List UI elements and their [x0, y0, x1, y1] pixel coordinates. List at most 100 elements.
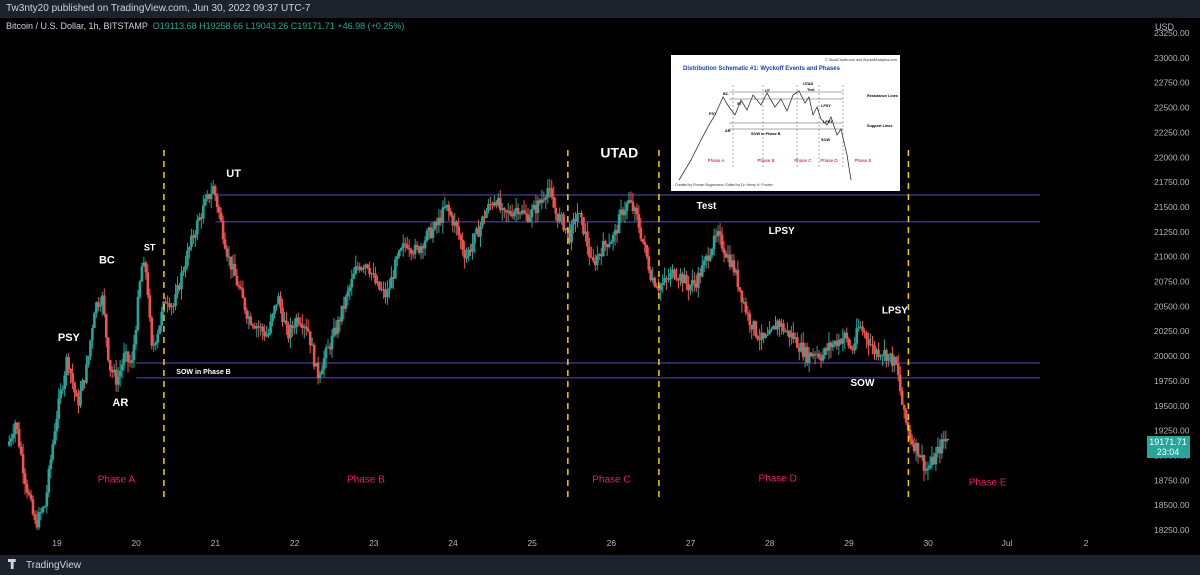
candle-body: [431, 228, 435, 239]
candle-body: [421, 246, 425, 249]
candle-body: [633, 207, 637, 212]
candle-body: [409, 249, 413, 254]
candle-body: [926, 468, 930, 470]
candle-body: [754, 321, 757, 336]
candle-body: [19, 446, 23, 455]
candle-body: [69, 369, 72, 374]
candle-body: [653, 277, 657, 287]
candle-body: [332, 327, 336, 336]
candle-body: [687, 283, 690, 291]
candle-body: [693, 280, 696, 283]
candle-body: [360, 267, 363, 271]
candle-body: [694, 282, 698, 288]
y-tick-label: 21250.00: [1154, 227, 1190, 237]
candle-body: [883, 349, 886, 356]
candle-body: [770, 329, 773, 331]
candle-body: [283, 320, 286, 323]
candle-body: [178, 285, 181, 290]
candle-body: [380, 289, 383, 291]
candle-body: [483, 216, 486, 218]
candle-body: [908, 429, 912, 440]
candle-body: [477, 228, 480, 237]
candle-body: [378, 281, 381, 290]
candle-body: [487, 204, 490, 211]
candle-body: [449, 211, 453, 216]
candle-body: [542, 199, 546, 201]
candle-body: [441, 207, 445, 223]
candle-body: [625, 203, 629, 211]
candle-body: [764, 334, 767, 338]
candle-body: [700, 265, 704, 277]
candle-body: [324, 347, 328, 359]
event-label: SOW: [851, 378, 875, 389]
candle-body: [479, 225, 482, 237]
candle-body: [643, 241, 647, 246]
candle-body: [797, 347, 801, 352]
candle-body: [536, 200, 540, 214]
candle-body: [41, 507, 45, 513]
tradingview-logo[interactable]: TradingView: [8, 559, 81, 571]
candle-body: [873, 344, 876, 355]
candle-body: [734, 269, 738, 273]
event-label: BC: [99, 255, 115, 267]
candle-body: [182, 270, 185, 273]
candle-body: [522, 210, 526, 214]
candle-body: [855, 328, 858, 344]
candle-body: [417, 246, 421, 253]
candle-body: [738, 287, 742, 291]
candle-body: [199, 217, 203, 219]
candle-body: [607, 243, 611, 248]
candle-body: [201, 205, 205, 219]
candle-body: [528, 217, 532, 222]
candle-body: [724, 253, 728, 258]
y-tick-label: 18750.00: [1154, 475, 1190, 485]
inset-event-label: BC: [723, 92, 729, 96]
candle-body: [473, 233, 476, 244]
price-axis[interactable]: 18250.0018500.0018750.0019000.0019250.00…: [1154, 28, 1190, 535]
candle-body: [766, 334, 769, 336]
candle-body: [681, 273, 684, 284]
candle-body: [231, 263, 235, 270]
candle-body: [896, 363, 900, 375]
candle-body: [457, 226, 460, 235]
candle-body: [914, 442, 918, 452]
candle-body: [795, 337, 799, 348]
candle-body: [225, 248, 229, 257]
candle-body: [318, 374, 322, 378]
candle-body: [500, 208, 504, 210]
candle-body: [384, 289, 387, 298]
candle-body: [786, 330, 789, 332]
x-tick-label: 24: [448, 538, 458, 548]
candle-body: [491, 204, 494, 206]
candle-body: [780, 323, 783, 327]
candle-body: [548, 188, 552, 190]
candle-body: [99, 305, 102, 307]
time-axis[interactable]: 19 20 21 22 23 24 25 26 27 28 29 30 Jul 2: [52, 538, 1088, 548]
candle-body: [203, 198, 207, 206]
inset-event-label: PSY: [709, 112, 717, 116]
candle-body: [320, 369, 324, 375]
candle-body: [35, 520, 39, 528]
candle-body: [669, 273, 672, 279]
candle-body: [287, 324, 290, 339]
candle-body: [300, 324, 304, 328]
candle-body: [45, 492, 49, 507]
candle-body: [136, 297, 140, 330]
candle-body: [938, 446, 942, 454]
open-value: O19113.68: [152, 21, 197, 31]
candle-body: [298, 322, 302, 325]
candle-body: [245, 310, 249, 319]
candle-body: [592, 257, 595, 261]
candle-body: [267, 333, 270, 336]
candle-body: [584, 231, 587, 234]
candle-body: [910, 439, 914, 445]
candle-body: [186, 250, 189, 266]
y-tick-label: 23250.00: [1154, 28, 1190, 38]
inset-phase-label: Phase E: [854, 158, 871, 163]
candle-body: [736, 269, 740, 288]
candle-body: [85, 364, 88, 383]
inset-title: Distribution Schematic #1: Wyckoff Event…: [683, 66, 841, 72]
candle-body: [55, 419, 59, 432]
candle-body: [33, 514, 37, 521]
